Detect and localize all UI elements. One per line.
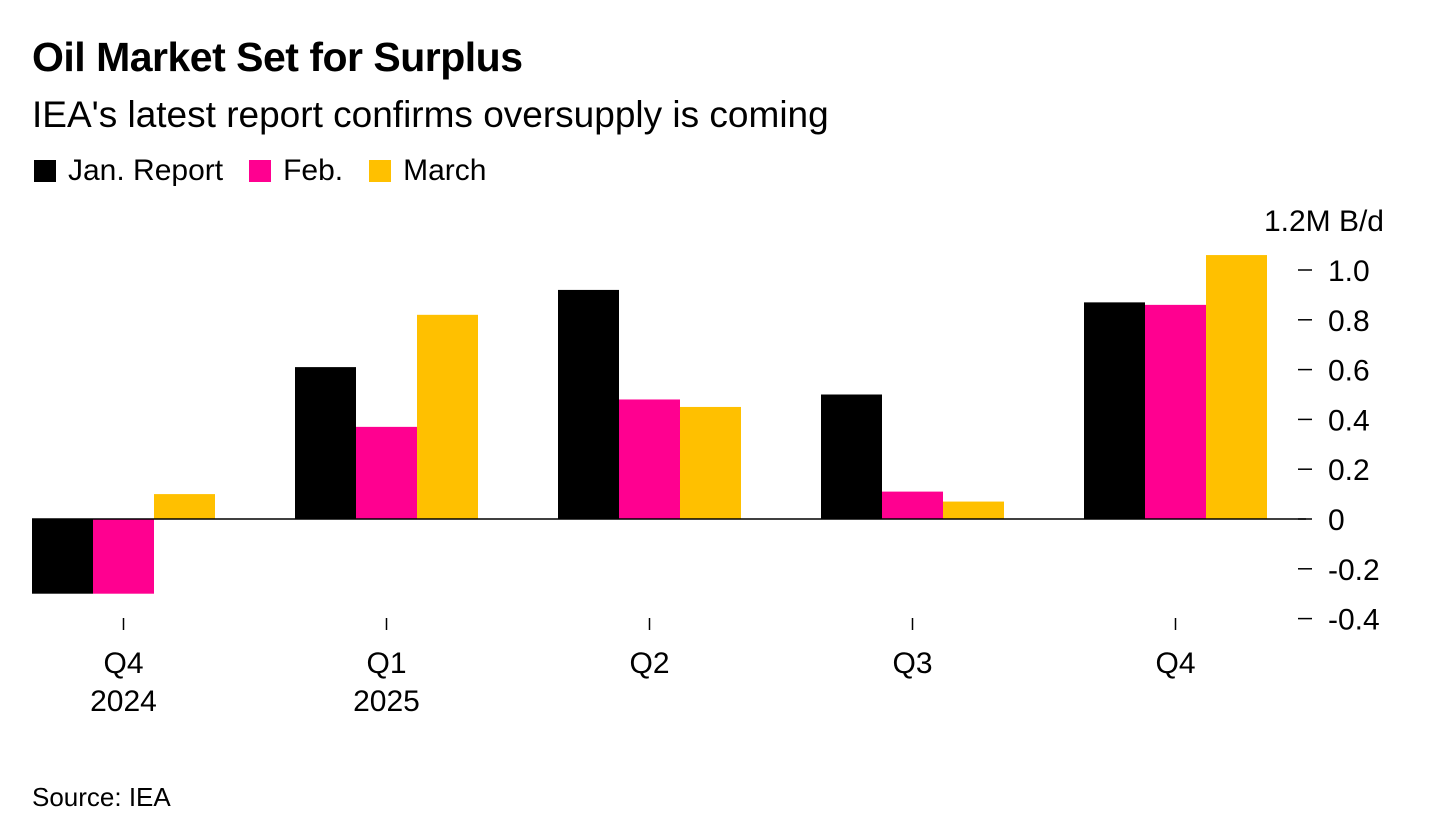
y-tick-label: -0.2 (1328, 554, 1380, 587)
legend-label-feb: Feb. (283, 154, 344, 187)
bar-feb-4 (882, 491, 943, 519)
bar-feb-5 (1145, 304, 1206, 519)
x-tick-sublabel: 2024 (90, 685, 157, 718)
legend-swatch-jan (34, 160, 56, 182)
bar-jan-report-3 (558, 289, 619, 519)
source-note: Source: IEA (32, 782, 171, 812)
y-tick-label: 0.2 (1328, 454, 1370, 487)
y-tick-label: 0.4 (1328, 404, 1370, 437)
chart-subtitle: IEA's latest report confirms oversupply … (32, 94, 829, 135)
legend-swatch-march (369, 160, 392, 182)
x-tick-label: Q3 (892, 647, 932, 680)
bar-jan-report-1 (32, 519, 93, 594)
legend-swatch-feb (249, 160, 272, 182)
x-tick-sublabel: 2025 (353, 685, 420, 718)
bar-march-2 (417, 314, 478, 519)
x-tick-label: Q2 (629, 647, 669, 680)
bar-jan-report-4 (821, 394, 882, 519)
y-tick-label: 0 (1328, 504, 1345, 537)
bar-march-3 (680, 406, 741, 519)
bar-march-4 (943, 501, 1004, 519)
y-tick-label: 1.0 (1328, 255, 1370, 288)
bar-feb-1 (93, 519, 154, 594)
bar-feb-3 (619, 399, 680, 519)
y-axis-unit-label: 1.2M B/d (1264, 205, 1384, 238)
x-tick-label: Q4 (1155, 647, 1195, 680)
legend-item-march: March (369, 154, 486, 188)
bar-march-1 (154, 494, 215, 519)
legend-label-march: March (403, 154, 487, 187)
y-tick-label: -0.4 (1328, 604, 1380, 637)
x-tick-label: Q1 (366, 647, 406, 680)
legend-label-jan: Jan. Report (68, 154, 224, 187)
bar-march-5 (1206, 255, 1267, 519)
y-tick-label: 0.6 (1328, 355, 1370, 388)
y-tick-label: 0.8 (1328, 305, 1370, 338)
chart-legend: Jan. Report Feb. March (34, 154, 512, 188)
bar-jan-report-5 (1084, 302, 1145, 519)
legend-item-jan: Jan. Report (34, 154, 223, 188)
bar-jan-report-2 (295, 367, 356, 519)
bar-feb-2 (356, 426, 417, 519)
legend-item-feb: Feb. (249, 154, 343, 188)
chart-title: Oil Market Set for Surplus (32, 34, 523, 80)
x-tick-label: Q4 (103, 647, 143, 680)
